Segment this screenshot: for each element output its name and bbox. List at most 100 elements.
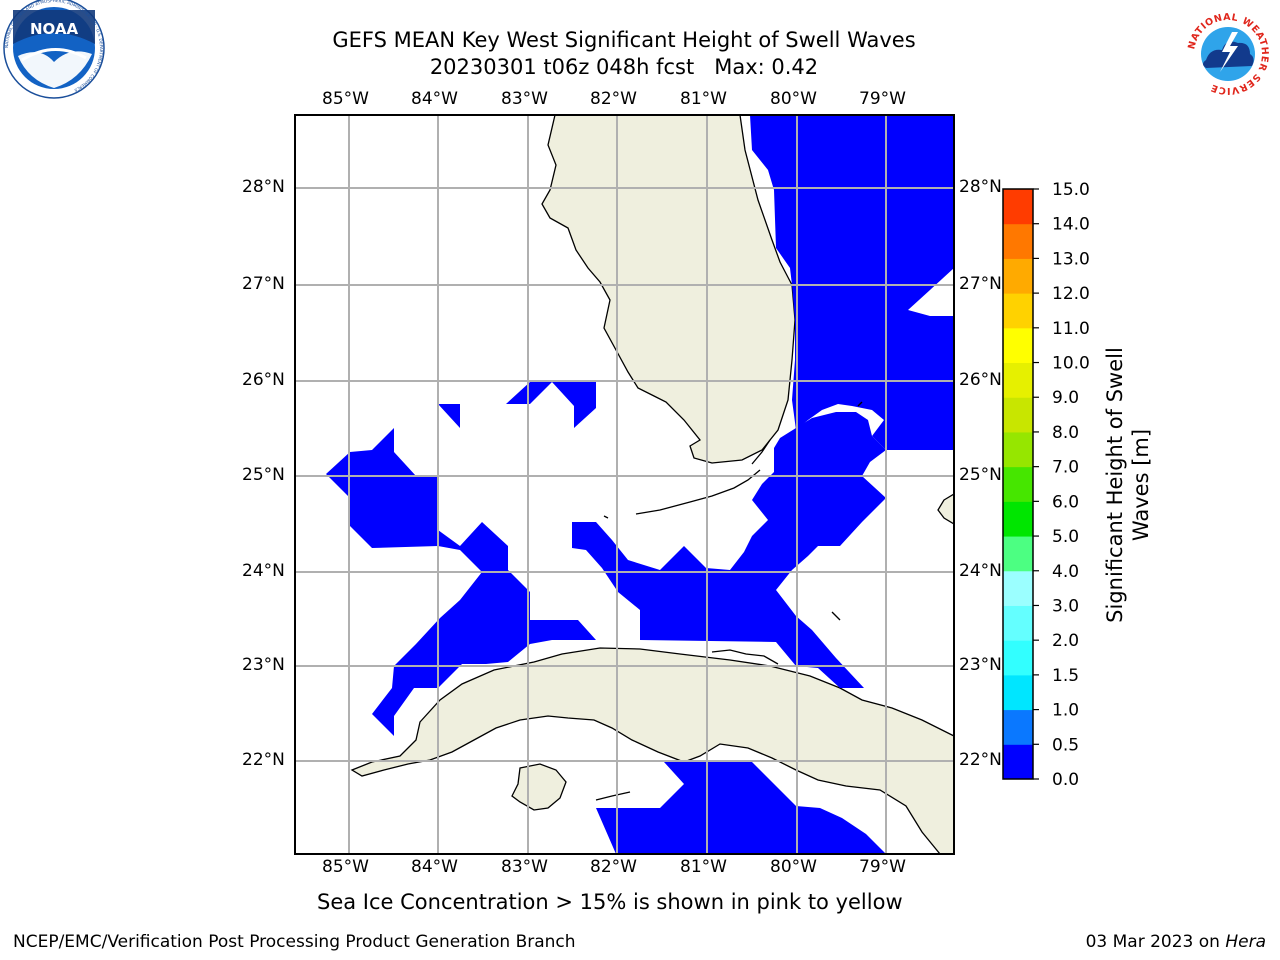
colorbar: 0.0 0.5 1.0 1.5 2.0 3.0 4.0 5.0 6.0 7.0 8.0 9.0 10.0… (1002, 180, 1090, 790)
colorbar-tick-label: 6.0 (1052, 492, 1079, 512)
colorbar-label: Significant Height of Swell Waves [m] (1103, 347, 1153, 623)
lon-tick-bottom-79w: 79°W (859, 857, 906, 877)
islet-south-cays (595, 791, 631, 801)
swell-region-straits (572, 412, 886, 688)
lon-tick-top-82w: 82°W (590, 89, 637, 109)
footer-left: NCEP/EMC/Verification Post Processing Pr… (13, 932, 576, 952)
lat-tick-right-23n: 23°N (959, 655, 1002, 675)
colorbar-block-9 (1003, 431, 1033, 468)
colorbar-block-10 (1003, 397, 1033, 433)
footer-machine: Hera (1225, 932, 1266, 952)
colorbar-block-4 (1003, 605, 1033, 641)
colorbar-block-15 (1003, 223, 1033, 259)
colorbar-block-0 (1003, 744, 1033, 780)
lon-tick-bottom-81w: 81°W (680, 857, 727, 877)
colorbar-tick-label: 14.0 (1052, 215, 1090, 235)
lat-tick-left-26n: 26°N (242, 370, 285, 390)
lat-tick-left-22n: 22°N (242, 750, 285, 770)
colorbar-tick-label: 13.0 (1052, 249, 1090, 269)
lat-tick-left-28n: 28°N (242, 177, 285, 197)
land-layer (350, 115, 954, 854)
land-cuba (350, 647, 954, 854)
colorbar-frame (1002, 188, 1034, 780)
colorbar-ticks: 0.0 0.5 1.0 1.5 2.0 3.0 4.0 5.0 6.0 7.0 8.0 9.0 10.0… (1033, 180, 1090, 790)
lon-tick-bottom-85w: 85°W (322, 857, 369, 877)
islet-cay-sal (831, 611, 841, 621)
colorbar-tick-label: 1.0 (1052, 701, 1079, 721)
colorbar-tick-label: 8.0 (1052, 423, 1079, 443)
colorbar-block-8 (1003, 466, 1033, 502)
land-florida (541, 115, 796, 464)
land-isla-juventud (511, 763, 567, 811)
islet-bahamas (857, 401, 863, 407)
florida-keys (635, 469, 761, 515)
lat-tick-right-28n: 28°N (959, 177, 1002, 197)
florida-keys-upper (751, 439, 771, 465)
map-plot-area (295, 115, 954, 854)
lat-tick-right-22n: 22°N (959, 750, 1002, 770)
swell-region-caribbean (596, 762, 886, 854)
gridlines (295, 115, 954, 854)
colorbar-tick-label: 12.0 (1052, 284, 1090, 304)
footer-date: 03 Mar 2023 on (1085, 932, 1226, 952)
colorbar-block-16 (1003, 189, 1033, 225)
colorbar-tick-label: 10.0 (1052, 354, 1090, 374)
colorbar-block-2 (1003, 674, 1033, 711)
swell-region-atlantic (750, 115, 954, 450)
lat-tick-left-24n: 24°N (242, 561, 285, 581)
colorbar-block-1 (1003, 709, 1033, 745)
colorbar-tick-label: 4.0 (1052, 562, 1079, 582)
lat-tick-left-27n: 27°N (242, 274, 285, 294)
colorbar-block-6 (1003, 536, 1033, 572)
colorbar-block-14 (1003, 258, 1033, 294)
islet-cuba-north-cays (711, 649, 779, 665)
islet-dry-tortugas (603, 515, 609, 519)
colorbar-tick-label: 0.0 (1052, 770, 1079, 790)
caption: Sea Ice Concentration > 15% is shown in … (317, 890, 903, 914)
chart-title: GEFS MEAN Key West Significant Height of… (332, 28, 916, 52)
lat-tick-left-23n: 23°N (242, 655, 285, 675)
colorbar-block-11 (1003, 362, 1033, 398)
footer-right: 03 Mar 2023 on Hera (1086, 932, 1266, 952)
land-bahamas-andros (937, 493, 954, 525)
colorbar-block-13 (1003, 293, 1033, 329)
lon-tick-bottom-84w: 84°W (411, 857, 458, 877)
lat-tick-right-26n: 26°N (959, 370, 1002, 390)
colorbar-block-3 (1003, 640, 1033, 676)
swell-layer (326, 115, 954, 854)
colorbar-block-12 (1003, 327, 1033, 364)
colorbar-block-5 (1003, 570, 1033, 606)
lat-tick-right-27n: 27°N (959, 274, 1002, 294)
nws-logo: NATIONAL WEATHER SERVICE (1186, 12, 1270, 96)
colorbar-tick-label: 3.0 (1052, 596, 1079, 616)
lon-tick-top-80w: 80°W (770, 89, 817, 109)
colorbar-tick-label: 1.5 (1052, 666, 1079, 686)
colorbar-tick-label: 9.0 (1052, 388, 1079, 408)
colorbar-tick-label: 7.0 (1052, 458, 1079, 478)
lon-tick-top-85w: 85°W (322, 89, 369, 109)
swell-region-gulf-north-c (552, 382, 596, 428)
lat-tick-left-25n: 25°N (242, 465, 285, 485)
colorbar-tick-label: 2.0 (1052, 631, 1079, 651)
lon-tick-top-83w: 83°W (501, 89, 548, 109)
lon-tick-bottom-82w: 82°W (590, 857, 637, 877)
lat-tick-right-25n: 25°N (959, 465, 1002, 485)
colorbar-tick-label: 11.0 (1052, 319, 1090, 339)
lon-tick-bottom-80w: 80°W (770, 857, 817, 877)
lon-tick-top-79w: 79°W (859, 89, 906, 109)
swell-region-gulf-north-a (438, 404, 460, 428)
lon-tick-bottom-83w: 83°W (501, 857, 548, 877)
colorbar-blocks (1003, 189, 1033, 780)
map-frame (294, 114, 955, 855)
colorbar-tick-label: 15.0 (1052, 180, 1090, 200)
colorbar-block-7 (1003, 501, 1033, 537)
swell-region-gulf-west (326, 428, 596, 736)
lon-tick-top-81w: 81°W (680, 89, 727, 109)
colorbar-tick-label: 5.0 (1052, 527, 1079, 547)
lon-tick-top-84w: 84°W (411, 89, 458, 109)
keys-layer (595, 401, 863, 801)
noaa-logo: NOAA NATIONAL OCEANIC AND ATMOSPHERIC AD… (3, 0, 105, 99)
noaa-logo-text: NOAA (30, 20, 79, 38)
lat-tick-right-24n: 24°N (959, 561, 1002, 581)
